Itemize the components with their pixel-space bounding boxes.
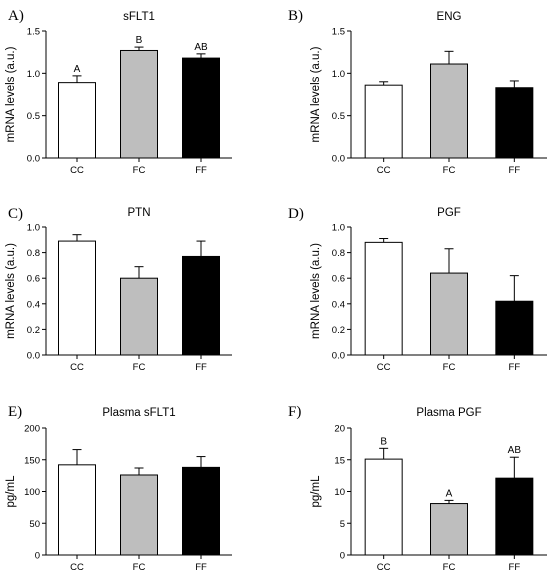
bar-fc bbox=[430, 63, 468, 159]
y-axis-label: mRNA levels (a.u.) bbox=[5, 46, 17, 142]
x-tick-label: FC bbox=[443, 562, 456, 572]
y-tick-label: 50 bbox=[29, 519, 40, 530]
y-tick-label: 0.6 bbox=[332, 274, 345, 285]
x-tick-label: CC bbox=[70, 362, 84, 373]
y-tick-label: 100 bbox=[24, 487, 40, 498]
significance-label: A bbox=[74, 64, 81, 75]
significance-label: B bbox=[136, 35, 143, 46]
x-tick-label: FF bbox=[195, 165, 207, 176]
x-tick-label: CC bbox=[70, 562, 84, 572]
bar-cc bbox=[58, 464, 96, 556]
y-tick-label: 15 bbox=[334, 455, 345, 466]
bar-fc bbox=[120, 277, 158, 356]
y-tick-label: 1.0 bbox=[27, 69, 40, 80]
y-tick-label: 5 bbox=[340, 519, 345, 530]
y-tick-label: 1.0 bbox=[332, 223, 345, 234]
x-tick-label: FC bbox=[443, 362, 456, 373]
bar-cc bbox=[58, 82, 96, 159]
y-tick-label: 1.0 bbox=[332, 69, 345, 80]
bar-fc bbox=[430, 272, 468, 356]
y-tick-label: 0.8 bbox=[27, 248, 40, 259]
y-axis-label: mRNA levels (a.u.) bbox=[5, 243, 17, 339]
y-tick-label: 10 bbox=[334, 487, 345, 498]
y-tick-label: 0.0 bbox=[27, 154, 40, 165]
y-tick-label: 0.0 bbox=[27, 351, 40, 362]
y-tick-label: 0.8 bbox=[332, 248, 345, 259]
bar-cc bbox=[364, 241, 403, 356]
chart-panel-4: E) Plasma sFLT1 pg/mL 0 50 100 150 200 CC FC FF bbox=[5, 404, 232, 572]
x-tick-label: FC bbox=[133, 362, 146, 373]
bar-ff bbox=[182, 466, 220, 556]
bar-cc bbox=[58, 240, 96, 356]
bar-ff bbox=[495, 87, 534, 159]
bar-cc bbox=[364, 458, 403, 556]
x-tick-label: FF bbox=[195, 362, 207, 373]
bar-fc bbox=[120, 49, 158, 159]
x-tick-label: CC bbox=[377, 362, 391, 373]
panel-letter: E) bbox=[8, 404, 22, 420]
bar-ff bbox=[495, 300, 534, 356]
panel-letter: D) bbox=[288, 206, 304, 222]
y-tick-label: 0.5 bbox=[332, 111, 345, 122]
panel-letter: A) bbox=[8, 8, 24, 24]
y-tick-label: 0.6 bbox=[27, 274, 40, 285]
x-tick-label: FF bbox=[195, 562, 207, 572]
y-tick-label: 0.2 bbox=[332, 325, 345, 336]
y-tick-label: 0.0 bbox=[332, 154, 345, 165]
y-tick-label: 1.0 bbox=[27, 223, 40, 234]
significance-label: A bbox=[446, 488, 453, 499]
x-tick-label: CC bbox=[377, 562, 391, 572]
chart-title: ENG bbox=[437, 11, 462, 23]
y-tick-label: 0.2 bbox=[27, 325, 40, 336]
y-tick-label: 0.4 bbox=[27, 299, 40, 310]
y-tick-label: 0.4 bbox=[332, 299, 345, 310]
significance-label: B bbox=[380, 436, 387, 447]
x-tick-label: CC bbox=[70, 165, 84, 176]
y-tick-label: 1.5 bbox=[332, 27, 345, 38]
x-tick-label: FC bbox=[443, 165, 456, 176]
bar-ff bbox=[495, 477, 534, 556]
y-tick-label: 0.0 bbox=[332, 351, 345, 362]
chart-panel-2: C) PTN mRNA levels (a.u.) 0.0 0.2 0.4 0.6 0.8 1.… bbox=[5, 206, 232, 373]
panel-letter: B) bbox=[288, 8, 303, 24]
chart-panel-5: F) Plasma PGF pg/mL 0 5 10 15 20 CC B FC A FF AB bbox=[288, 404, 547, 572]
y-tick-label: 150 bbox=[24, 455, 40, 466]
bar-fc bbox=[120, 474, 158, 556]
chart-title: Plasma sFLT1 bbox=[102, 407, 175, 419]
chart-panel-0: A) sFLT1 mRNA levels (a.u.) 0.0 0.5 1.0 1.5 CC A… bbox=[5, 8, 232, 176]
x-tick-label: FC bbox=[133, 562, 146, 572]
y-axis-label: pg/mL bbox=[5, 475, 17, 508]
y-axis-label: mRNA levels (a.u.) bbox=[310, 46, 322, 142]
y-tick-label: 1.5 bbox=[27, 27, 40, 38]
y-tick-label: 0.5 bbox=[27, 111, 40, 122]
significance-label: AB bbox=[194, 42, 208, 53]
y-tick-label: 200 bbox=[24, 424, 40, 435]
y-tick-label: 20 bbox=[334, 424, 345, 435]
x-tick-label: CC bbox=[377, 165, 391, 176]
significance-label: AB bbox=[508, 445, 522, 456]
x-tick-label: FC bbox=[133, 165, 146, 176]
bar-fc bbox=[430, 503, 468, 556]
bar-ff bbox=[182, 255, 220, 356]
y-axis-label: pg/mL bbox=[310, 475, 322, 508]
chart-title: PGF bbox=[437, 207, 461, 219]
chart-title: sFLT1 bbox=[123, 11, 155, 23]
chart-title: Plasma PGF bbox=[416, 407, 481, 419]
y-tick-label: 0 bbox=[340, 551, 345, 562]
x-tick-label: FF bbox=[509, 362, 521, 373]
chart-panel-1: B) ENG mRNA levels (a.u.) 0.0 0.5 1.0 1.5 CC FC F… bbox=[288, 8, 547, 176]
panel-letter: C) bbox=[8, 206, 23, 222]
y-axis-label: mRNA levels (a.u.) bbox=[310, 243, 322, 339]
panel-letter: F) bbox=[288, 404, 301, 420]
x-tick-label: FF bbox=[509, 562, 521, 572]
chart-panel-3: D) PGF mRNA levels (a.u.) 0.0 0.2 0.4 0.6 0.8 1.… bbox=[288, 206, 547, 373]
bar-ff bbox=[182, 57, 220, 159]
bar-cc bbox=[364, 84, 403, 159]
chart-title: PTN bbox=[128, 207, 151, 219]
x-tick-label: FF bbox=[509, 165, 521, 176]
y-tick-label: 0 bbox=[35, 551, 40, 562]
